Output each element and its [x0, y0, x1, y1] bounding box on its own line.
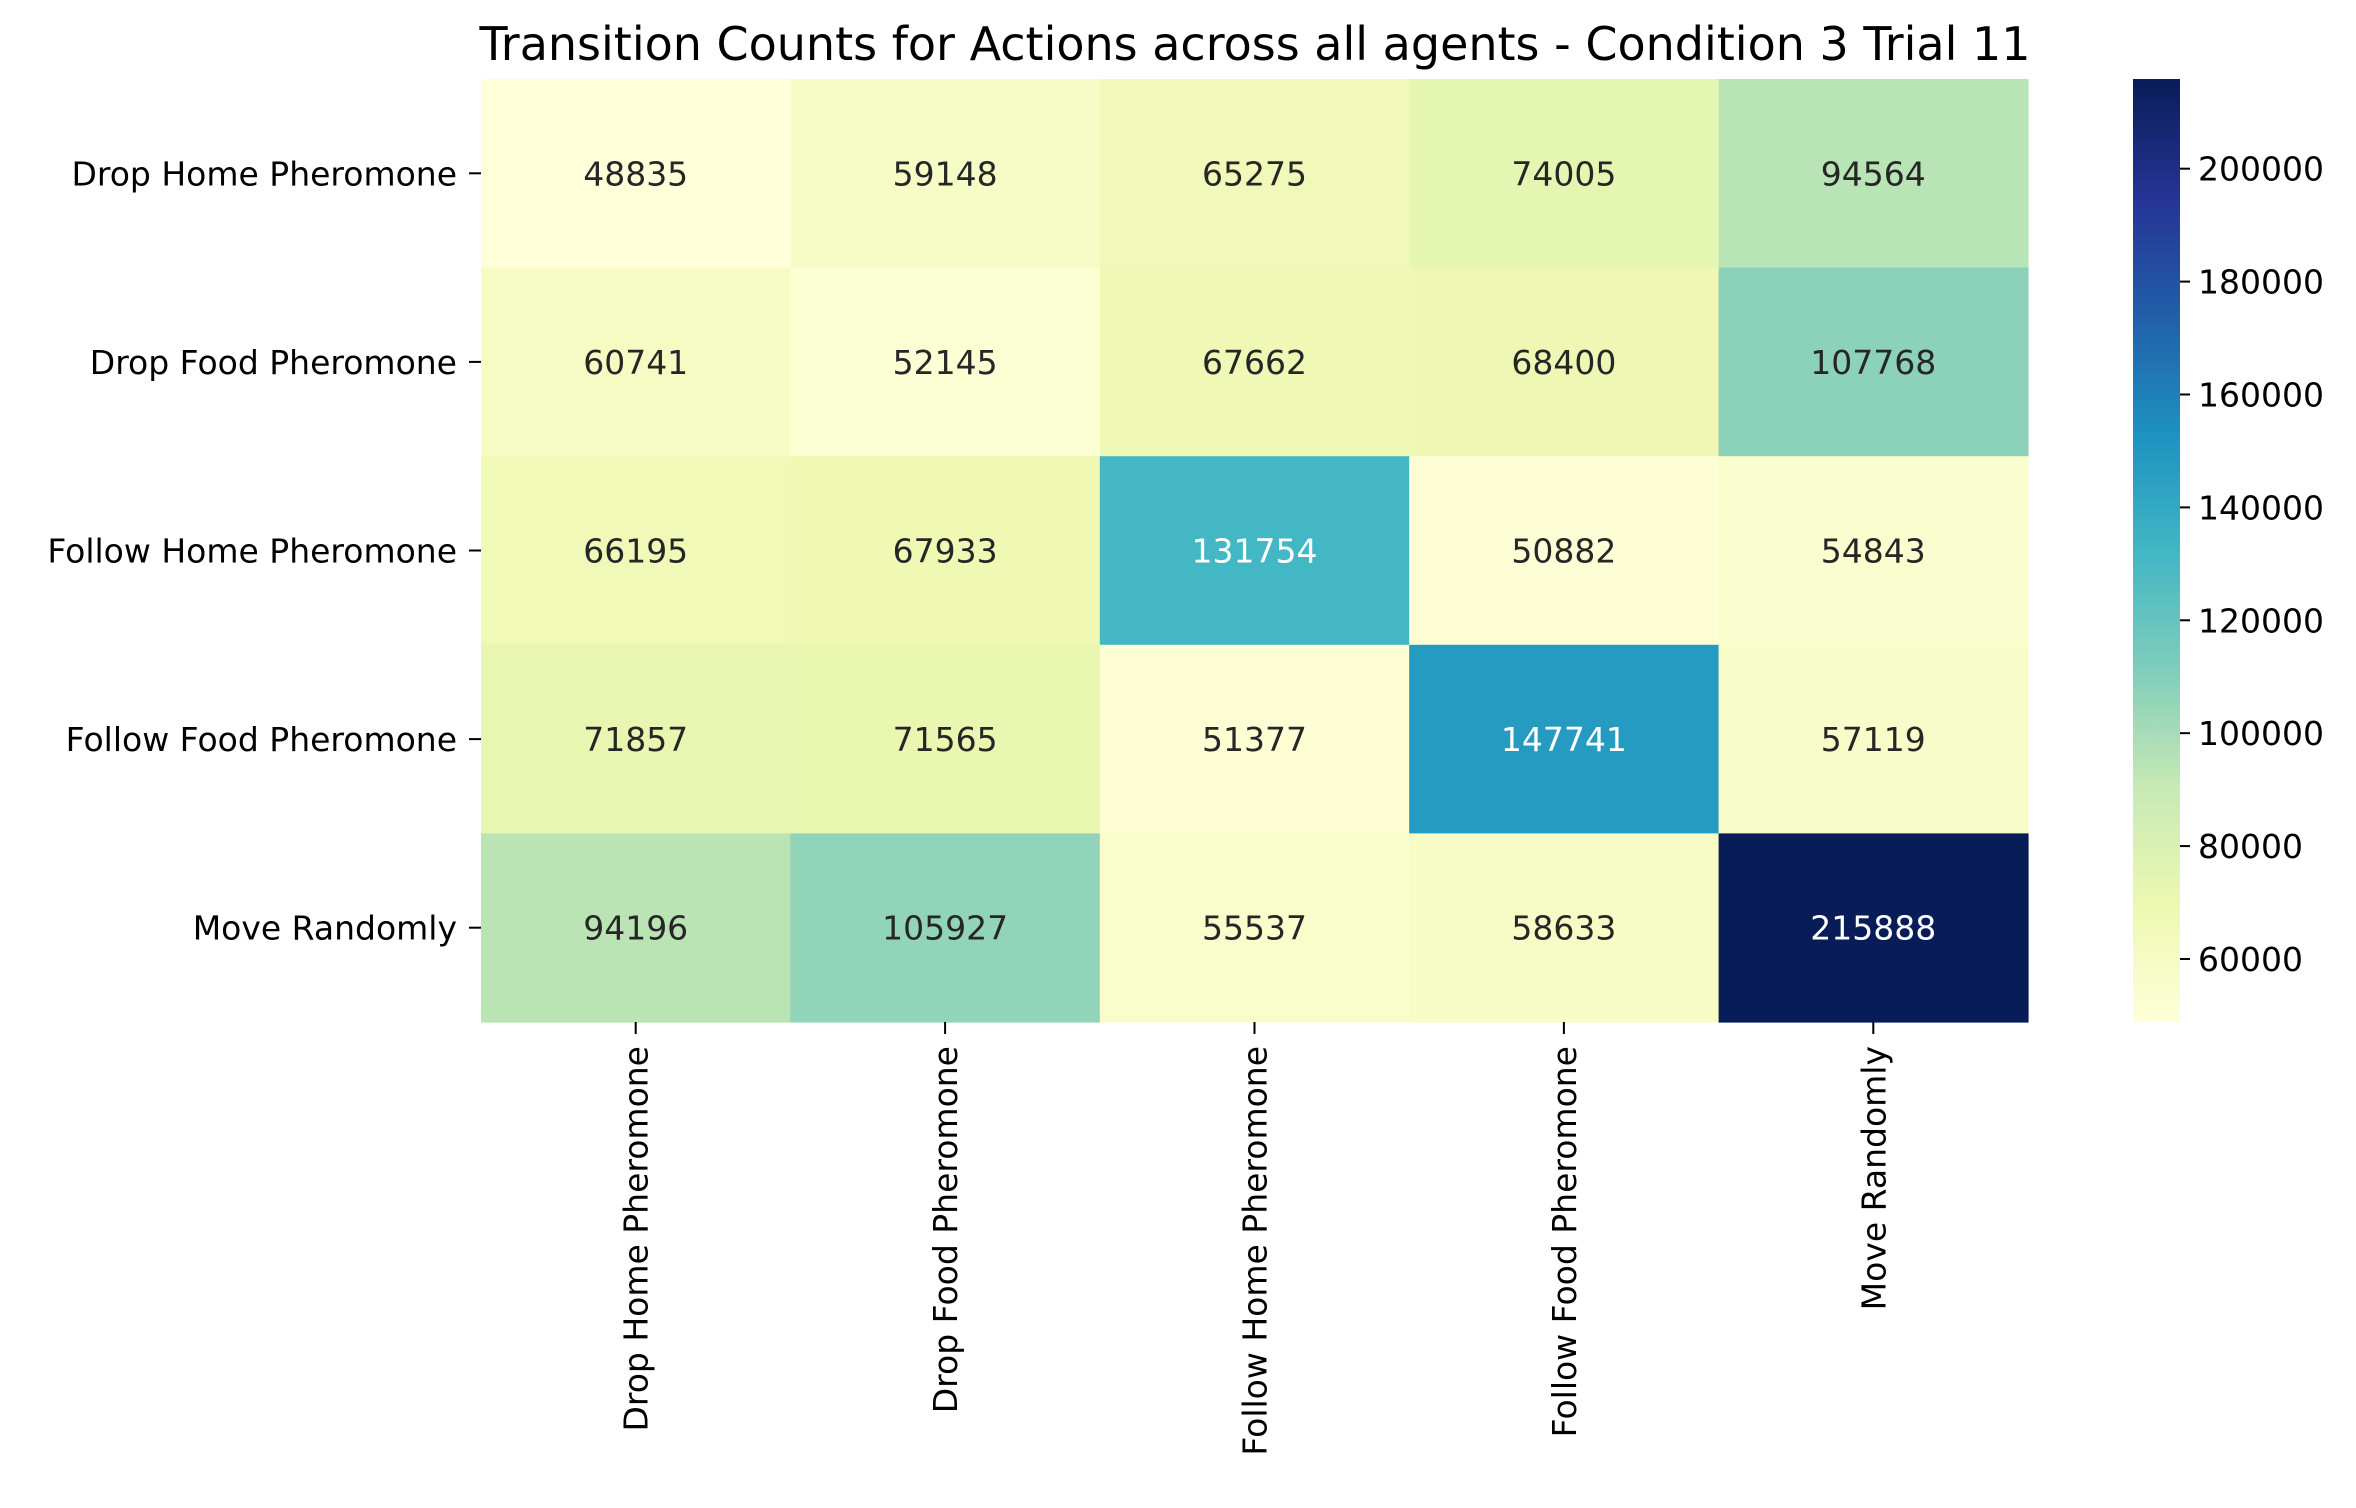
cell-value-label: 67933	[893, 532, 998, 571]
cell-value-label: 51377	[1202, 720, 1307, 759]
heatmap-cell	[790, 644, 1101, 834]
heatmap-cell	[481, 644, 791, 834]
x-tick-label: Follow Home Pheromone	[1236, 1046, 1275, 1456]
heatmap-cell	[790, 833, 1101, 1023]
colorbar-tick-label: 60000	[2198, 940, 2303, 979]
heatmap-cell	[1409, 79, 1720, 269]
cell-value-label: 48835	[583, 154, 688, 193]
heatmap-cell	[1718, 79, 2029, 269]
cell-value-label: 60741	[583, 343, 688, 382]
heatmap-cell	[1099, 833, 1410, 1023]
cell-value-label: 147741	[1501, 720, 1627, 759]
cell-value-label: 66195	[583, 532, 688, 571]
x-tick-label: Drop Food Pheromone	[926, 1046, 965, 1413]
heatmap-cell	[1099, 456, 1410, 646]
cell-value-label: 67662	[1202, 343, 1307, 382]
heatmap-cell	[1099, 267, 1410, 457]
cell-value-label: 65275	[1202, 154, 1307, 193]
heatmap-cell	[1409, 644, 1720, 834]
cell-value-label: 68400	[1511, 343, 1616, 382]
heatmap-cell	[1409, 456, 1720, 646]
cell-value-label: 107768	[1810, 343, 1936, 382]
cell-value-label: 59148	[893, 154, 998, 193]
heatmap-cell	[1099, 644, 1410, 834]
heatmap-cell	[1718, 644, 2029, 834]
cell-value-label: 131754	[1192, 532, 1318, 571]
cell-value-label: 105927	[882, 909, 1008, 948]
x-tick-label: Drop Home Pheromone	[617, 1046, 656, 1432]
colorbar-tick-label: 100000	[2198, 714, 2324, 753]
cell-value-label: 94564	[1821, 154, 1926, 193]
colorbar-tick-label: 160000	[2198, 375, 2324, 414]
colorbar-tick-label: 120000	[2198, 601, 2324, 640]
cell-value-label: 94196	[583, 909, 688, 948]
colorbar-tick-label: 200000	[2198, 150, 2324, 189]
cell-value-label: 55537	[1202, 909, 1307, 948]
heatmap-cell	[1409, 267, 1720, 457]
heatmap-cell	[1718, 456, 2029, 646]
heatmap-cell	[481, 833, 791, 1023]
x-tick-label: Follow Food Pheromone	[1545, 1046, 1584, 1437]
cell-value-label: 71565	[893, 720, 998, 759]
colorbar-gradient	[2133, 79, 2180, 1022]
heatmap-cell	[481, 267, 791, 457]
cell-value-label: 58633	[1511, 909, 1616, 948]
heatmap-cell	[790, 79, 1101, 269]
cell-value-label: 215888	[1810, 909, 1936, 948]
heatmap-cell	[790, 456, 1101, 646]
cell-value-label: 50882	[1511, 532, 1616, 571]
y-tick-label: Drop Food Pheromone	[90, 343, 457, 382]
heatmap-cell	[481, 79, 791, 269]
y-axis: Drop Home Pheromone Drop Food Pheromone Fo…	[47, 154, 481, 948]
heatmap-cells: 48835 59148 65275 74005 94564 60741 52145 67662…	[481, 79, 2029, 1023]
cell-value-label: 74005	[1511, 154, 1616, 193]
heatmap-cell	[1718, 833, 2029, 1023]
colorbar: 60000 80000 100000 120000 140000 160000 180000…	[2133, 79, 2324, 1022]
x-axis: Drop Home Pheromone Drop Food Pheromone Fo…	[617, 1022, 1893, 1456]
cell-value-label: 71857	[583, 720, 688, 759]
chart-title: Transition Counts for Actions across all…	[478, 17, 2030, 71]
heatmap-cell	[790, 267, 1101, 457]
y-tick-label: Follow Home Pheromone	[47, 532, 457, 571]
cell-value-label: 54843	[1821, 532, 1926, 571]
colorbar-tick-label: 180000	[2198, 263, 2324, 302]
cell-value-label: 57119	[1821, 720, 1926, 759]
heatmap-cell	[1409, 833, 1720, 1023]
y-tick-label: Follow Food Pheromone	[66, 720, 457, 759]
y-tick-label: Drop Home Pheromone	[71, 154, 457, 193]
colorbar-tick-label: 140000	[2198, 488, 2324, 527]
colorbar-tick-label: 80000	[2198, 827, 2303, 866]
heatmap-cell	[481, 456, 791, 646]
heatmap-cell	[1099, 79, 1410, 269]
y-tick-label: Move Randomly	[193, 909, 457, 948]
cell-value-label: 52145	[893, 343, 998, 382]
x-tick-label: Move Randomly	[1854, 1046, 1893, 1310]
heatmap-cell	[1718, 267, 2029, 457]
